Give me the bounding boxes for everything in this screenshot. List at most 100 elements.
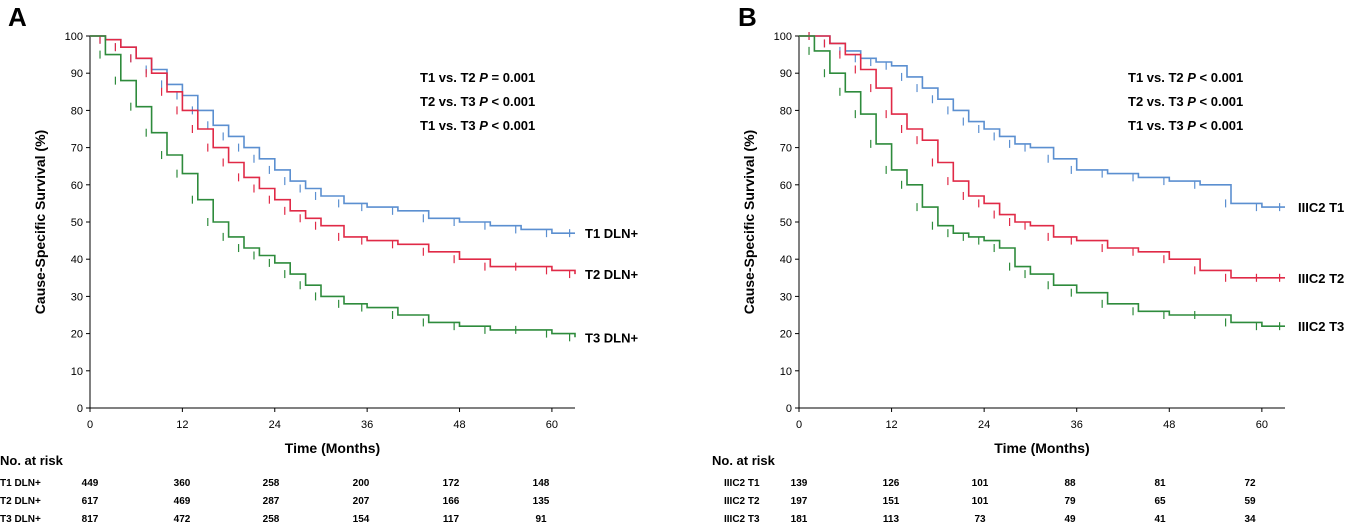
stat-comparison: T2 vs. T3 (1128, 94, 1187, 109)
x-axis-label: Time (Months) (994, 440, 1089, 456)
risk-cell: 72 (1244, 478, 1256, 489)
risk-cell: 258 (263, 514, 280, 525)
risk-table-title: No. at risk (712, 453, 776, 468)
risk-cell: 172 (443, 478, 460, 489)
stat-line: T1 vs. T2 P < 0.001 (1128, 70, 1243, 85)
y-tick-label: 0 (77, 403, 83, 415)
y-tick-label: 40 (780, 254, 792, 266)
y-tick-label: 20 (71, 329, 83, 341)
risk-cell: 113 (883, 514, 900, 525)
y-tick-label: 0 (786, 403, 792, 415)
stat-line: T1 vs. T3 P < 0.001 (1128, 118, 1243, 133)
x-tick-label: 60 (1256, 419, 1268, 431)
stat-comparison: T1 vs. T2 (420, 70, 479, 85)
risk-table-title: No. at risk (0, 453, 64, 468)
stat-p-symbol: P (1187, 118, 1196, 133)
risk-cell: 88 (1064, 478, 1076, 489)
risk-cell: 81 (1154, 478, 1166, 489)
stat-comparison: T2 vs. T3 (420, 94, 479, 109)
y-tick-label: 10 (780, 366, 792, 378)
stat-p-symbol: P (1187, 94, 1196, 109)
risk-cell: 449 (82, 478, 99, 489)
risk-cell: 258 (263, 478, 280, 489)
y-axis-label: Cause-Specific Survival (%) (741, 130, 757, 314)
stat-p-symbol: P (479, 118, 488, 133)
risk-row-label: IIIC2 T3 (724, 514, 760, 525)
risk-cell: 151 (883, 496, 900, 507)
risk-cell: 154 (353, 514, 370, 525)
y-tick-label: 40 (71, 254, 83, 266)
risk-row-label: IIIC2 T1 (724, 478, 760, 489)
stat-p-value: < 0.001 (1196, 70, 1243, 85)
x-tick-label: 24 (978, 419, 990, 431)
x-tick-label: 12 (885, 419, 897, 431)
risk-cell: 287 (263, 496, 280, 507)
y-tick-label: 10 (71, 366, 83, 378)
stat-line: T2 vs. T3 P < 0.001 (420, 94, 535, 109)
stat-p-value: < 0.001 (488, 118, 535, 133)
stat-p-symbol: P (1187, 70, 1196, 85)
series-end-label: IIIC2 T1 (1298, 200, 1344, 215)
x-tick-label: 24 (269, 419, 281, 431)
x-tick-label: 36 (361, 419, 373, 431)
series-end-label: IIIC2 T2 (1298, 271, 1344, 286)
risk-cell: 117 (443, 514, 460, 525)
risk-cell: 135 (533, 496, 550, 507)
stat-line: T2 vs. T3 P < 0.001 (1128, 94, 1243, 109)
risk-cell: 91 (535, 514, 547, 525)
risk-cell: 49 (1064, 514, 1076, 525)
risk-row-label: T3 DLN+ (0, 514, 41, 525)
stat-line: T1 vs. T3 P < 0.001 (420, 118, 535, 133)
risk-cell: 472 (174, 514, 191, 525)
series-end-label: T1 DLN+ (585, 226, 639, 241)
risk-cell: 101 (972, 496, 989, 507)
y-tick-label: 100 (65, 31, 83, 43)
y-tick-label: 90 (780, 68, 792, 80)
risk-cell: 126 (883, 478, 900, 489)
risk-cell: 166 (443, 496, 460, 507)
series-end-label: T3 DLN+ (585, 330, 639, 345)
panel-label: A (8, 2, 27, 32)
y-tick-label: 70 (71, 143, 83, 155)
stat-p-value: < 0.001 (1196, 94, 1243, 109)
series-line-iiic2-t3 (799, 35, 1285, 327)
risk-cell: 617 (82, 496, 99, 507)
x-tick-label: 0 (87, 419, 93, 431)
risk-cell: 469 (174, 496, 191, 507)
x-tick-label: 48 (453, 419, 465, 431)
series-line-iiic2-t2 (799, 35, 1285, 279)
y-tick-label: 30 (71, 291, 83, 303)
risk-cell: 197 (791, 496, 808, 507)
risk-cell: 817 (82, 514, 99, 525)
risk-cell: 59 (1244, 496, 1256, 507)
series-end-label: IIIC2 T3 (1298, 319, 1344, 334)
y-tick-label: 30 (780, 291, 792, 303)
risk-cell: 79 (1064, 496, 1076, 507)
x-tick-label: 48 (1163, 419, 1175, 431)
series-line-t3-dln- (90, 35, 576, 338)
series-line-t2-dln- (90, 35, 576, 275)
risk-cell: 360 (174, 478, 191, 489)
y-tick-label: 60 (71, 180, 83, 192)
stat-comparison: T1 vs. T3 (420, 118, 479, 133)
x-tick-label: 0 (796, 419, 802, 431)
y-tick-label: 90 (71, 68, 83, 80)
series-end-label: T2 DLN+ (585, 267, 639, 282)
x-tick-label: 60 (546, 419, 558, 431)
risk-cell: 207 (353, 496, 370, 507)
stat-comparison: T1 vs. T3 (1128, 118, 1187, 133)
risk-cell: 148 (533, 478, 550, 489)
stat-p-value: < 0.001 (1196, 118, 1243, 133)
stat-p-value: = 0.001 (488, 70, 535, 85)
panel-label: B (738, 2, 757, 32)
risk-row-label: T2 DLN+ (0, 496, 41, 507)
y-tick-label: 70 (780, 143, 792, 155)
y-tick-label: 80 (780, 105, 792, 117)
risk-row-label: IIIC2 T2 (724, 496, 760, 507)
risk-cell: 34 (1244, 514, 1256, 525)
risk-cell: 41 (1154, 514, 1166, 525)
stat-p-symbol: P (479, 70, 488, 85)
x-axis-label: Time (Months) (285, 440, 380, 456)
stat-p-value: < 0.001 (488, 94, 535, 109)
